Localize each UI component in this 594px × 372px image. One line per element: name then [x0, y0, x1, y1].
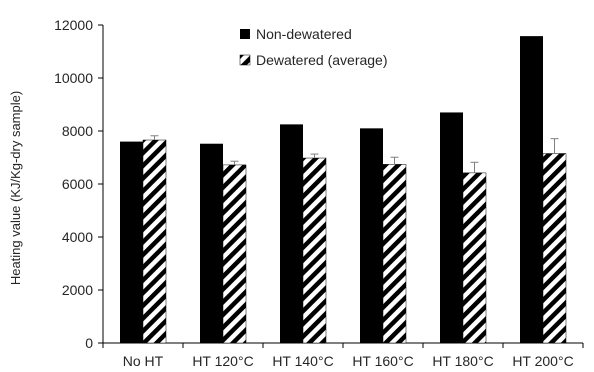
bar-non-dewatered	[520, 36, 543, 343]
y-tick-group: 0 2000 4000 6000 8000 10000 12000	[54, 17, 103, 351]
bar-non-dewatered	[440, 112, 463, 343]
legend: Non-dewatered Dewatered (average)	[239, 26, 388, 68]
bars-group	[120, 36, 567, 344]
legend-swatch-dewatered-average	[239, 54, 251, 66]
bar-dewatered-average	[462, 172, 487, 344]
y-tick-label: 4000	[62, 229, 93, 245]
bar-non-dewatered	[120, 141, 143, 343]
y-axis: 0 2000 4000 6000 8000 10000 12000	[54, 17, 104, 351]
y-tick-label: 10000	[54, 70, 93, 86]
bar-dewatered-average	[302, 157, 327, 344]
x-axis: No HT HT 120°C HT 140°C HT 160°C HT 180°C HT …	[102, 342, 584, 369]
y-tick-label: 8000	[62, 123, 93, 139]
bar-dewatered-average	[222, 164, 247, 344]
bar-non-dewatered	[280, 124, 303, 343]
legend-swatch-non-dewatered	[240, 29, 250, 39]
y-tick-label: 2000	[62, 282, 93, 298]
x-tick-label: HT 120°C	[192, 353, 253, 369]
y-axis-label: Heating value (KJ/Kg-dry sample)	[8, 91, 23, 285]
legend-label-dewatered-average: Dewatered (average)	[256, 52, 388, 68]
bar-non-dewatered	[200, 143, 223, 343]
bar-dewatered-average	[142, 139, 167, 344]
error-bars-group	[150, 135, 559, 173]
y-tick-label: 0	[85, 335, 93, 351]
x-tick-label: HT 180°C	[432, 353, 493, 369]
y-tick-label: 6000	[62, 176, 93, 192]
legend-label-non-dewatered: Non-dewatered	[256, 26, 352, 42]
bar-dewatered-average	[542, 153, 567, 344]
x-tick-label: HT 140°C	[272, 353, 333, 369]
x-tick-label: No HT	[123, 353, 164, 369]
bar-non-dewatered	[360, 128, 383, 343]
x-tick-label: HT 200°C	[512, 353, 573, 369]
x-tick-group: No HT HT 120°C HT 140°C HT 160°C HT 180°C HT …	[102, 343, 584, 369]
bar-dewatered-average	[382, 164, 407, 344]
y-tick-label: 12000	[54, 17, 93, 33]
x-tick-label: HT 160°C	[352, 353, 413, 369]
